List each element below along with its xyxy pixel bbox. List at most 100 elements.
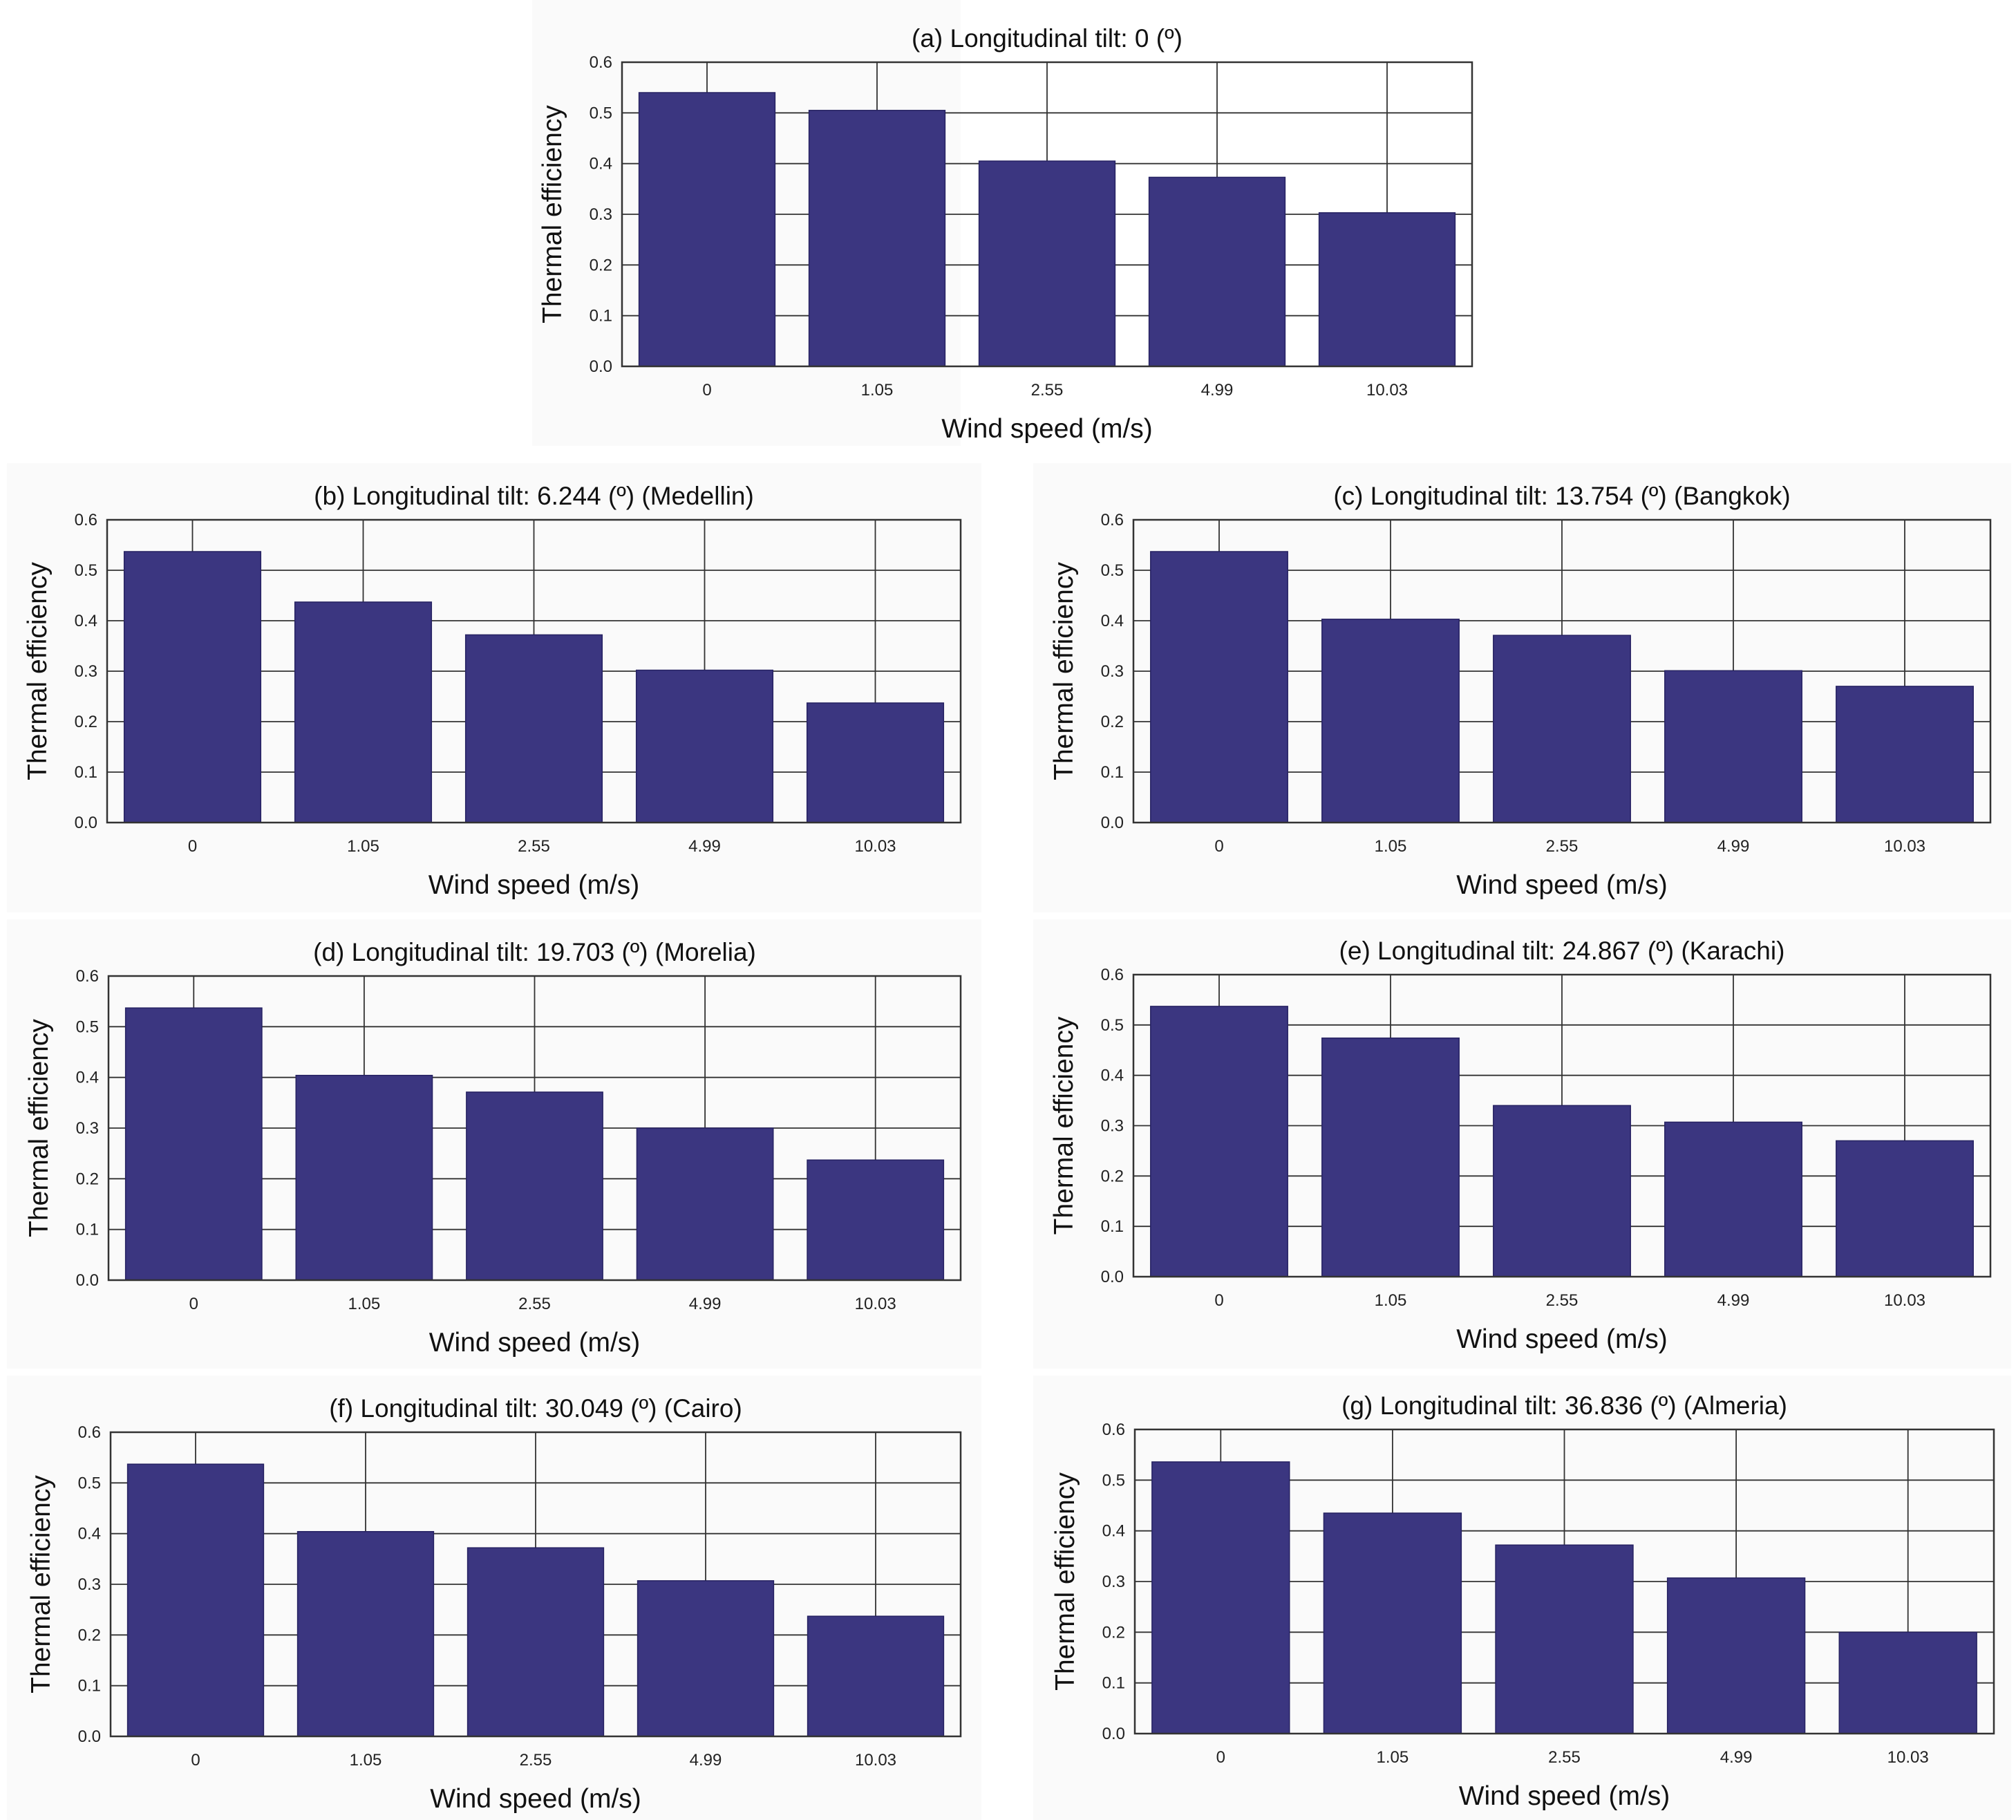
x-axis-label: Wind speed (m/s) [430,1784,641,1814]
y-tick-label: 0.5 [76,1017,99,1036]
y-tick-label: 0.4 [1101,612,1124,630]
chart-title: (b) Longitudinal tilt: 6.244 (º) (Medell… [314,482,754,510]
y-tick-label: 0.2 [590,256,612,274]
bar [464,634,603,823]
y-tick-label: 0.1 [75,763,97,782]
y-axis-label: Thermal efficiency [1049,562,1079,780]
y-tick-label: 0.0 [78,1727,101,1746]
y-tick-label: 0.6 [1101,511,1124,529]
y-tick-label: 0.2 [1101,1167,1124,1185]
y-tick-label: 0.4 [78,1525,101,1544]
y-tick-label: 0.4 [75,612,97,630]
y-axis-label: Thermal efficiency [23,562,53,780]
bar [1495,1544,1634,1734]
chart-title: (d) Longitudinal tilt: 19.703 (º) (Morel… [313,938,756,966]
x-tick-label: 4.99 [689,1295,722,1313]
x-tick-label: 10.03 [854,837,896,856]
y-tick-label: 0.3 [76,1119,99,1138]
bar [637,1580,775,1737]
y-tick-label: 0.4 [1102,1522,1125,1541]
y-tick-label: 0.3 [78,1575,101,1594]
y-tick-label: 0.6 [76,967,99,986]
y-axis-label: Thermal efficiency [1051,1472,1080,1691]
chart-title: (c) Longitudinal tilt: 13.754 (º) (Bangk… [1333,482,1790,510]
x-tick-label: 0 [702,381,711,400]
plot-frame [106,518,962,824]
x-tick-label: 1.05 [350,1751,382,1770]
y-tick-label: 0.5 [1101,1016,1124,1035]
x-axis-label: Wind speed (m/s) [941,414,1153,444]
y-tick-label: 0.0 [1101,1268,1124,1286]
bar [1666,1577,1806,1734]
bar [806,702,945,823]
y-tick-label: 0.3 [1101,662,1124,681]
x-tick-label: 0 [188,837,197,856]
y-tick-label: 0.0 [75,814,97,832]
x-tick-label: 1.05 [348,1295,381,1313]
x-tick-label: 4.99 [1717,837,1750,856]
bar [1321,1038,1460,1277]
plot-frame [621,61,1473,368]
x-tick-label: 10.03 [855,1751,896,1770]
plot-frame [1132,518,1992,824]
bar [123,551,262,823]
plot-frame [1133,1428,1995,1735]
x-tick-label: 1.05 [1375,1291,1407,1310]
y-tick-label: 0.2 [75,713,97,731]
y-axis-label: Thermal efficiency [1049,1016,1079,1235]
bar [1838,1631,1977,1734]
bar [1323,1512,1462,1734]
bar [1150,551,1288,823]
y-tick-label: 0.1 [1102,1674,1125,1693]
x-tick-label: 0 [189,1295,198,1313]
y-tick-label: 0.1 [76,1221,99,1239]
x-tick-label: 2.55 [1546,837,1579,856]
y-tick-label: 0.3 [1101,1117,1124,1136]
x-tick-label: 0 [1214,1291,1223,1310]
y-tick-label: 0.1 [78,1677,101,1696]
x-tick-label: 10.03 [1887,1748,1929,1767]
bar [636,1127,774,1281]
x-tick-label: 10.03 [855,1295,896,1313]
bar [635,669,774,823]
x-tick-label: 1.05 [1377,1748,1409,1767]
bar [1664,670,1802,823]
y-tick-label: 0.1 [1101,763,1124,782]
chart-title: (e) Longitudinal tilt: 24.867 (º) (Karac… [1339,937,1785,965]
bar [1321,619,1460,823]
x-tick-label: 10.03 [1366,381,1408,400]
y-axis-label: Thermal efficiency [24,1019,54,1237]
chart-title: (a) Longitudinal tilt: 0 (º) [912,24,1183,53]
bar [126,1463,265,1737]
plot-frame [109,1431,962,1738]
bar [807,1159,945,1281]
x-axis-label: Wind speed (m/s) [428,870,640,900]
x-axis-label: Wind speed (m/s) [1456,870,1668,900]
y-tick-label: 0.0 [1102,1725,1125,1743]
x-tick-label: 4.99 [1720,1748,1753,1767]
y-tick-label: 0.3 [590,205,612,224]
y-tick-label: 0.6 [1102,1420,1125,1439]
x-tick-label: 2.55 [1031,381,1064,400]
y-tick-label: 0.4 [1101,1067,1124,1085]
bar [1493,635,1631,823]
x-tick-label: 2.55 [1546,1291,1579,1310]
y-tick-label: 0.5 [1101,561,1124,580]
bar [1836,686,1974,823]
x-tick-label: 1.05 [861,381,894,400]
x-tick-label: 2.55 [518,837,550,856]
bar [1148,176,1286,367]
bar [466,1091,603,1281]
bar [808,109,946,367]
y-tick-label: 0.0 [590,357,612,376]
bar [295,1074,433,1281]
bar [467,1547,605,1737]
x-tick-label: 2.55 [518,1295,551,1313]
x-tick-label: 2.55 [520,1751,552,1770]
x-axis-label: Wind speed (m/s) [429,1328,641,1358]
y-tick-label: 0.3 [75,662,97,681]
y-tick-label: 0.2 [76,1170,99,1188]
chart-title: (g) Longitudinal tilt: 36.836 (º) (Almer… [1341,1391,1787,1420]
y-tick-label: 0.6 [78,1423,101,1442]
